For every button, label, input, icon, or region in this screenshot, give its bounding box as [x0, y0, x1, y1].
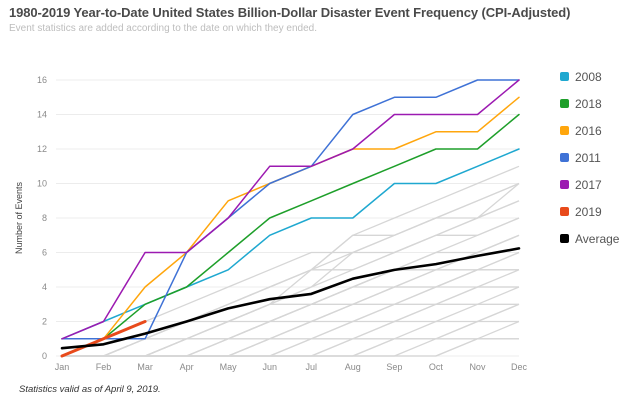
y-tick-label: 8: [42, 213, 47, 223]
chart-title: 1980-2019 Year-to-Date United States Bil…: [9, 5, 571, 20]
x-tick-label: Dec: [511, 362, 528, 372]
y-tick-label: 4: [42, 282, 47, 292]
other-years-lines: [61, 165, 520, 357]
series-line-2011: [61, 79, 520, 340]
legend-label: 2019: [575, 204, 602, 219]
legend-swatch: [560, 207, 569, 216]
legend-item-2019[interactable]: 2019: [560, 198, 619, 225]
legend-swatch: [560, 234, 569, 243]
legend-label: Average: [575, 231, 620, 246]
x-axis-ticks: Jan Feb Mar Apr May Jun Jul Aug Sep Oct Nov Dec: [55, 362, 528, 372]
legend-item-average[interactable]: Average: [560, 225, 619, 252]
series-line-2008: [61, 148, 520, 340]
other-year-line: [62, 200, 520, 357]
x-tick-label: Nov: [469, 362, 486, 372]
x-tick-label: Jan: [55, 362, 70, 372]
y-tick-label: 10: [37, 179, 47, 189]
chart-legend: 2008 2018 2016 2011 2017 2019 Average: [560, 63, 619, 252]
x-tick-label: Aug: [345, 362, 361, 372]
line-chart: 0 2 4 6 8 10 12 14 16 Jan Feb Mar Apr May Jun Jul Aug Se…: [14, 75, 528, 372]
legend-label: 2008: [575, 69, 602, 84]
series-line-2018: [61, 113, 520, 340]
y-tick-label: 2: [42, 317, 47, 327]
x-tick-label: Apr: [180, 362, 194, 372]
legend-swatch: [560, 180, 569, 189]
x-tick-label: Mar: [137, 362, 153, 372]
legend-item-2017[interactable]: 2017: [560, 171, 619, 198]
highlighted-series-lines: [60, 79, 521, 358]
legend-swatch: [560, 126, 569, 135]
other-year-line: [62, 320, 520, 357]
legend-item-2011[interactable]: 2011: [560, 144, 619, 171]
legend-item-2016[interactable]: 2016: [560, 117, 619, 144]
legend-swatch: [560, 153, 569, 162]
y-tick-label: 12: [37, 144, 47, 154]
y-tick-label: 14: [37, 110, 47, 120]
x-tick-label: Jul: [306, 362, 318, 372]
legend-label: 2018: [575, 96, 602, 111]
y-tick-label: 16: [37, 75, 47, 85]
series-line-2017: [61, 79, 520, 340]
series-line-2019: [60, 320, 147, 358]
x-tick-label: Jun: [262, 362, 277, 372]
x-tick-label: May: [220, 362, 238, 372]
x-tick-label: Oct: [429, 362, 444, 372]
y-tick-label: 6: [42, 248, 47, 258]
legend-item-2008[interactable]: 2008: [560, 63, 619, 90]
legend-item-2018[interactable]: 2018: [560, 90, 619, 117]
x-tick-label: Feb: [96, 362, 112, 372]
y-tick-label: 0: [42, 351, 47, 361]
x-tick-label: Sep: [386, 362, 402, 372]
legend-swatch: [560, 99, 569, 108]
legend-label: 2016: [575, 123, 602, 138]
y-axis-label: Number of Events: [14, 181, 24, 254]
legend-label: 2017: [575, 177, 602, 192]
footnote: Statistics valid as of April 9, 2019.: [19, 384, 161, 395]
legend-label: 2011: [575, 150, 601, 165]
legend-swatch: [560, 72, 569, 81]
y-axis-ticks: 0 2 4 6 8 10 12 14 16: [37, 75, 47, 361]
series-line-average: [60, 247, 521, 350]
chart-subtitle: Event statistics are added according to …: [9, 23, 317, 34]
